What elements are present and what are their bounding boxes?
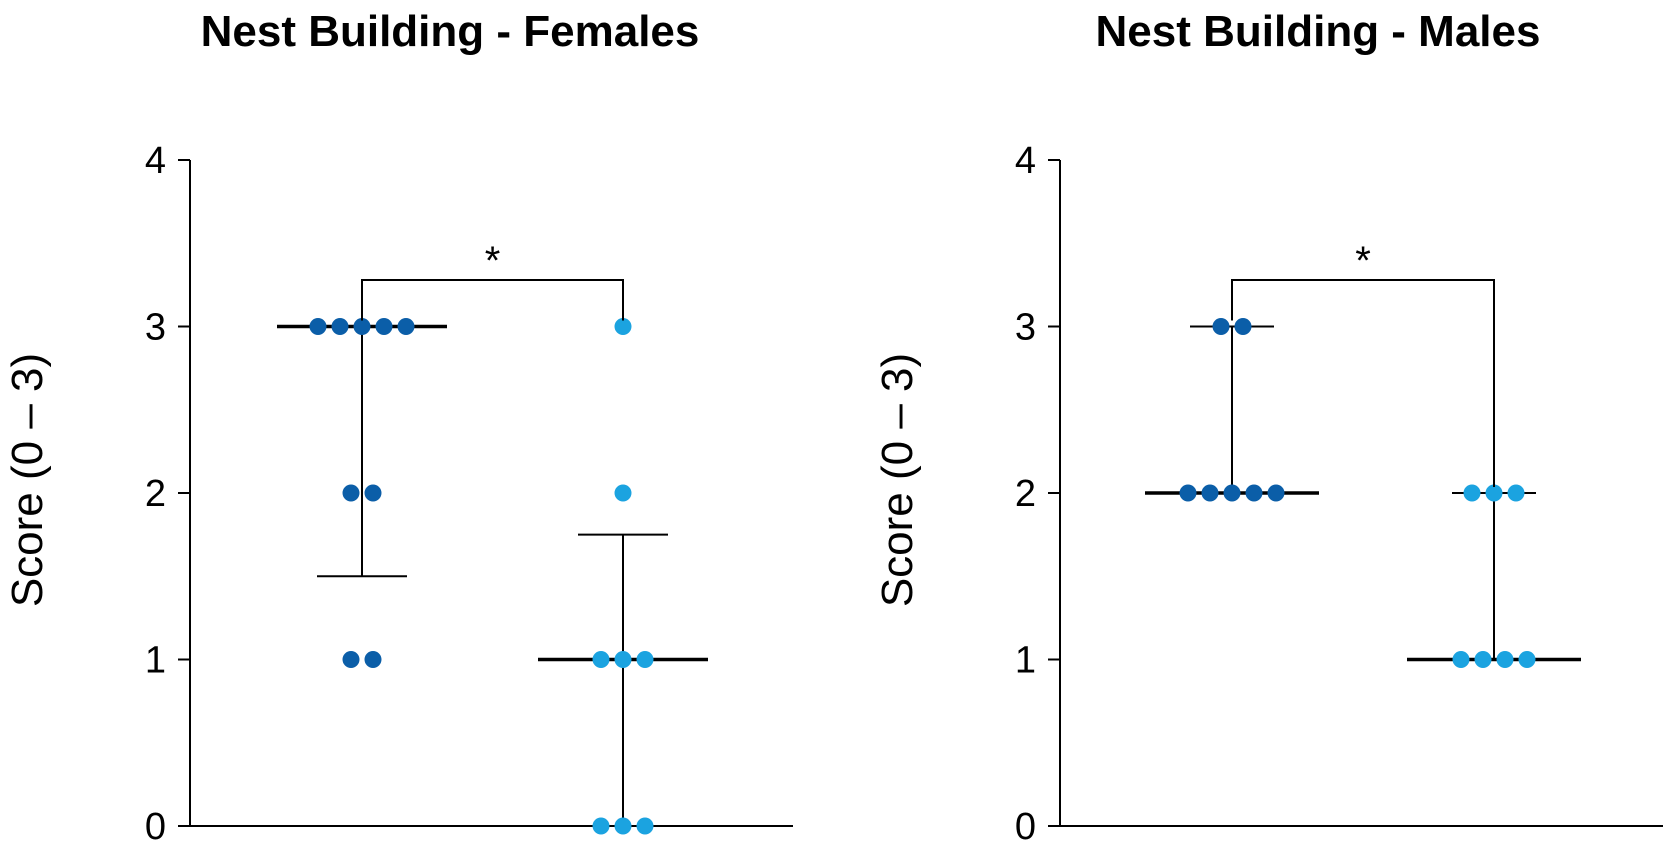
data-point: [1507, 484, 1525, 502]
significance-marker: *: [485, 239, 501, 283]
data-point: [1267, 484, 1285, 502]
y-tick-label: 1: [1015, 640, 1036, 682]
data-point: [397, 318, 415, 335]
y-tick-label: 3: [145, 307, 166, 349]
data-point: [1452, 651, 1470, 668]
data-point: [1245, 484, 1263, 502]
y-axis-label: Score (0 – 3): [3, 353, 52, 607]
data-point: [1496, 651, 1514, 668]
data-point: [614, 484, 632, 502]
data-point: [1474, 651, 1492, 668]
chart-panel-females: Nest Building - Females Score (0 – 3) 0 1…: [3, 7, 793, 848]
significance-bracket: [1231, 279, 1495, 487]
chart-title: Nest Building - Females: [201, 7, 700, 56]
data-point: [1485, 484, 1503, 502]
y-tick-label: 4: [145, 140, 166, 182]
data-point: [1463, 484, 1481, 502]
y-tick-label: 0: [1015, 806, 1036, 848]
data-point: [614, 651, 632, 668]
plot-area: 0 1 2 3 4 *: [145, 140, 793, 848]
data-point: [331, 318, 349, 335]
y-tick-label: 3: [1015, 307, 1036, 349]
data-point: [364, 651, 382, 668]
data-point: [1179, 484, 1197, 502]
data-point: [592, 651, 610, 668]
y-axis-label: Score (0 – 3): [873, 353, 922, 607]
chart-panel-males: Nest Building - Males Score (0 – 3) 0 1 2 3…: [873, 7, 1663, 848]
data-point: [1234, 318, 1252, 335]
data-point: [1223, 484, 1241, 502]
data-point: [636, 817, 654, 835]
significance-marker: *: [1355, 239, 1371, 283]
data-point: [353, 318, 371, 335]
y-tick-label: 2: [1015, 473, 1036, 515]
data-point: [342, 484, 360, 502]
chart-title: Nest Building - Males: [1096, 7, 1541, 56]
y-tick-label: 4: [1015, 140, 1036, 182]
data-point: [1518, 651, 1536, 668]
y-tick-label: 1: [145, 640, 166, 682]
data-point: [614, 318, 632, 335]
data-point: [309, 318, 327, 335]
data-point: [1212, 318, 1230, 335]
data-point: [614, 817, 632, 835]
data-point: [342, 651, 360, 668]
data-point: [636, 651, 654, 668]
y-tick-label: 2: [145, 473, 166, 515]
y-tick-label: 0: [145, 806, 166, 848]
plot-area: 0 1 2 3 4 *: [1015, 140, 1663, 848]
data-point: [1201, 484, 1219, 502]
data-point: [375, 318, 393, 335]
significance-bracket: [361, 279, 624, 321]
data-point: [592, 817, 610, 835]
data-point: [364, 484, 382, 502]
